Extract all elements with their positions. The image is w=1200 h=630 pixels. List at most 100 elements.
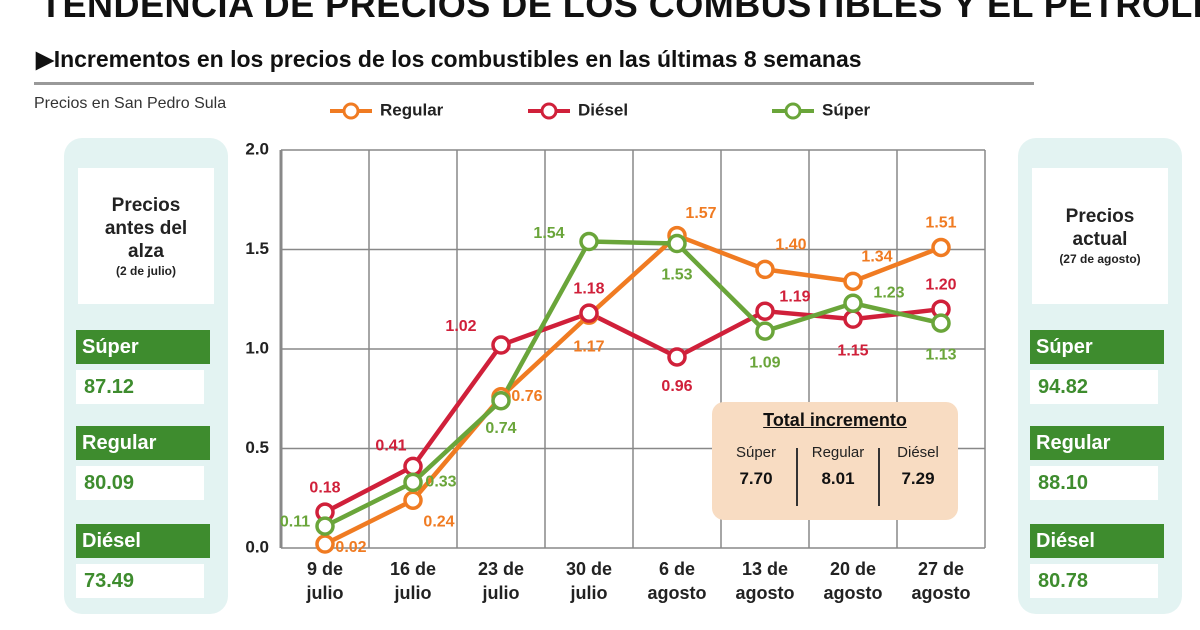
x-tick-label: 30 de julio [566, 559, 612, 603]
x-tick-line: agosto [647, 583, 706, 603]
before-date: (2 de julio) [116, 263, 176, 278]
total-name: Súper [735, 444, 777, 461]
value-label: 0.76 [511, 388, 542, 405]
after-date: (27 de agosto) [1059, 252, 1141, 266]
legend-label: Diésel [578, 100, 628, 119]
value-label: 0.18 [309, 479, 340, 496]
after-head: Precios actual (27 de agosto) [1032, 168, 1168, 304]
point [315, 534, 335, 554]
price-value: 80.78 [1030, 564, 1158, 598]
price-name: Súper [76, 330, 210, 364]
divider [796, 448, 798, 506]
value-label: 1.02 [445, 318, 476, 335]
value-label: 1.09 [749, 354, 780, 371]
value-label: 1.53 [661, 267, 692, 284]
price-name: Regular [1030, 426, 1164, 460]
total-value: 7.29 [901, 469, 935, 488]
x-tick-line: 23 de [478, 559, 524, 579]
x-tick-label: 13 de agosto [735, 559, 794, 603]
after-panel: Precios actual (27 de agosto) Súper 94.8… [1018, 138, 1182, 614]
x-tick-label: 23 de julio [478, 559, 524, 603]
x-tick-line: 27 de [918, 559, 964, 579]
divider [878, 448, 880, 506]
value-label: 1.20 [925, 276, 956, 293]
subtitle: Incrementos en los precios de los combus… [53, 46, 862, 72]
value-label: 1.18 [573, 280, 604, 297]
total-name: Diésel [897, 444, 939, 461]
total-name: Regular [811, 444, 865, 461]
value-label: 1.23 [873, 284, 904, 301]
x-tick-line: 16 de [390, 559, 436, 579]
price-name: Diésel [1030, 524, 1164, 558]
point [579, 231, 599, 252]
point [843, 293, 863, 313]
value-label: 1.57 [685, 205, 716, 222]
subtitle-row: ▶Incrementos en los precios de los combu… [36, 46, 862, 72]
value-label: 0.02 [335, 539, 366, 556]
value-label: 1.51 [925, 215, 956, 232]
legend-marker [342, 102, 360, 120]
value-label: 1.34 [861, 249, 892, 266]
legend-marker [784, 102, 802, 120]
series-line [323, 239, 942, 529]
point [843, 309, 863, 329]
point [491, 335, 511, 355]
value-label: 0.33 [425, 474, 456, 491]
point [579, 303, 599, 323]
point [931, 237, 951, 258]
price-value: 87.12 [76, 370, 204, 404]
x-tick-label: 9 de julio [306, 559, 344, 603]
x-tick-line: julio [306, 583, 344, 603]
series-line [323, 233, 942, 547]
total-value: 7.70 [739, 469, 773, 488]
x-tick-line: 13 de [742, 559, 788, 579]
rule [34, 82, 1034, 85]
series-line [323, 306, 942, 515]
x-tick-line: agosto [735, 583, 794, 603]
point [315, 516, 335, 536]
title: TENDENCIA DE PRECIOS DE LOS COMBUSTIBLES… [40, 0, 1200, 25]
point [843, 271, 863, 292]
price-name: Regular [76, 426, 210, 460]
x-tick-label: 27 de agosto [911, 559, 970, 603]
value-label: 0.11 [280, 513, 310, 530]
value-label: 0.24 [423, 513, 454, 530]
legend-label: Regular [380, 100, 444, 119]
value-label: 1.17 [573, 338, 604, 355]
x-tick-line: julio [482, 583, 520, 603]
x-tick-label: 16 de julio [390, 559, 436, 603]
total-title: Total incremento [763, 410, 907, 430]
value-label: 1.13 [925, 346, 956, 363]
point [491, 390, 511, 411]
total-value: 8.01 [821, 469, 855, 488]
price-value: 80.09 [76, 466, 204, 500]
value-label: 1.40 [775, 237, 806, 254]
total-item: Diésel 7.29 [878, 444, 958, 489]
before-panel: Precios antes del alza (2 de julio) Súpe… [64, 138, 228, 614]
price-name: Diésel [76, 524, 210, 558]
total-box: Total incremento Súper 7.70 Regular 8.01 D… [712, 402, 958, 520]
point [667, 233, 687, 254]
value-label: 0.74 [485, 420, 516, 437]
price-name: Súper [1030, 330, 1164, 364]
value-label: 1.15 [837, 342, 868, 359]
point [755, 321, 775, 341]
value-label: 1.54 [533, 225, 564, 242]
legend-label: Súper [822, 100, 871, 119]
x-tick-line: agosto [823, 583, 882, 603]
x-tick-line: julio [570, 583, 608, 603]
point [403, 456, 423, 477]
x-tick-line: 9 de [307, 559, 343, 579]
after-title: Precios actual [1065, 206, 1135, 250]
before-title: Precios antes del alza [104, 194, 188, 262]
x-tick-line: 6 de [659, 559, 695, 579]
y-tick-label: 1.0 [245, 338, 269, 357]
point [755, 301, 775, 321]
legend-marker [540, 102, 558, 120]
x-tick-line: 20 de [830, 559, 876, 579]
x-tick-label: 6 de agosto [647, 559, 706, 603]
point [403, 472, 423, 493]
before-head: Precios antes del alza (2 de julio) [78, 168, 214, 304]
